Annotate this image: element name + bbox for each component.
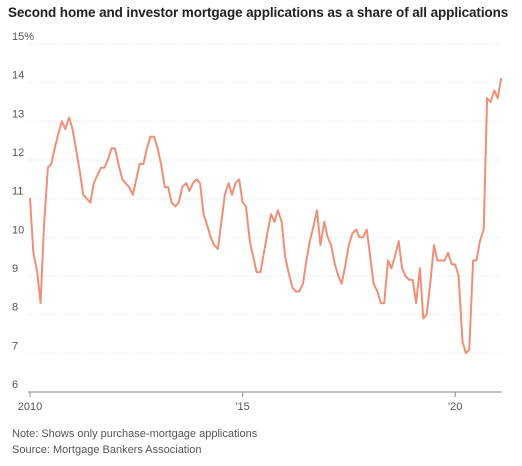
y-tick-label: 14 xyxy=(12,70,24,82)
x-tick-label: '15 xyxy=(235,401,249,413)
y-tick-label: 12 xyxy=(12,147,24,159)
y-tick-label: 7 xyxy=(12,340,18,352)
x-tick-label: 2010 xyxy=(18,401,42,413)
y-tick-label: 10 xyxy=(12,224,24,236)
chart-note: Note: Shows only purchase-mortgage appli… xyxy=(12,428,258,440)
chart-title: Second home and investor mortgage applic… xyxy=(8,5,509,20)
x-axis: 2010 '15 '20 xyxy=(18,391,502,413)
x-tick-label: '20 xyxy=(448,401,462,413)
y-axis-tick-labels: 6 7 8 9 10 11 12 13 14 15% xyxy=(12,31,34,391)
chart-source: Source: Mortgage Bankers Association xyxy=(12,444,202,456)
y-tick-label: 15% xyxy=(12,31,34,43)
y-tick-label: 13 xyxy=(12,108,24,120)
y-tick-label: 8 xyxy=(12,302,18,314)
gridlines xyxy=(28,43,502,354)
y-tick-label: 11 xyxy=(12,186,23,198)
data-series xyxy=(29,77,503,355)
y-tick-label: 6 xyxy=(12,379,18,391)
y-tick-label: 9 xyxy=(12,263,18,275)
series-line xyxy=(29,77,503,355)
